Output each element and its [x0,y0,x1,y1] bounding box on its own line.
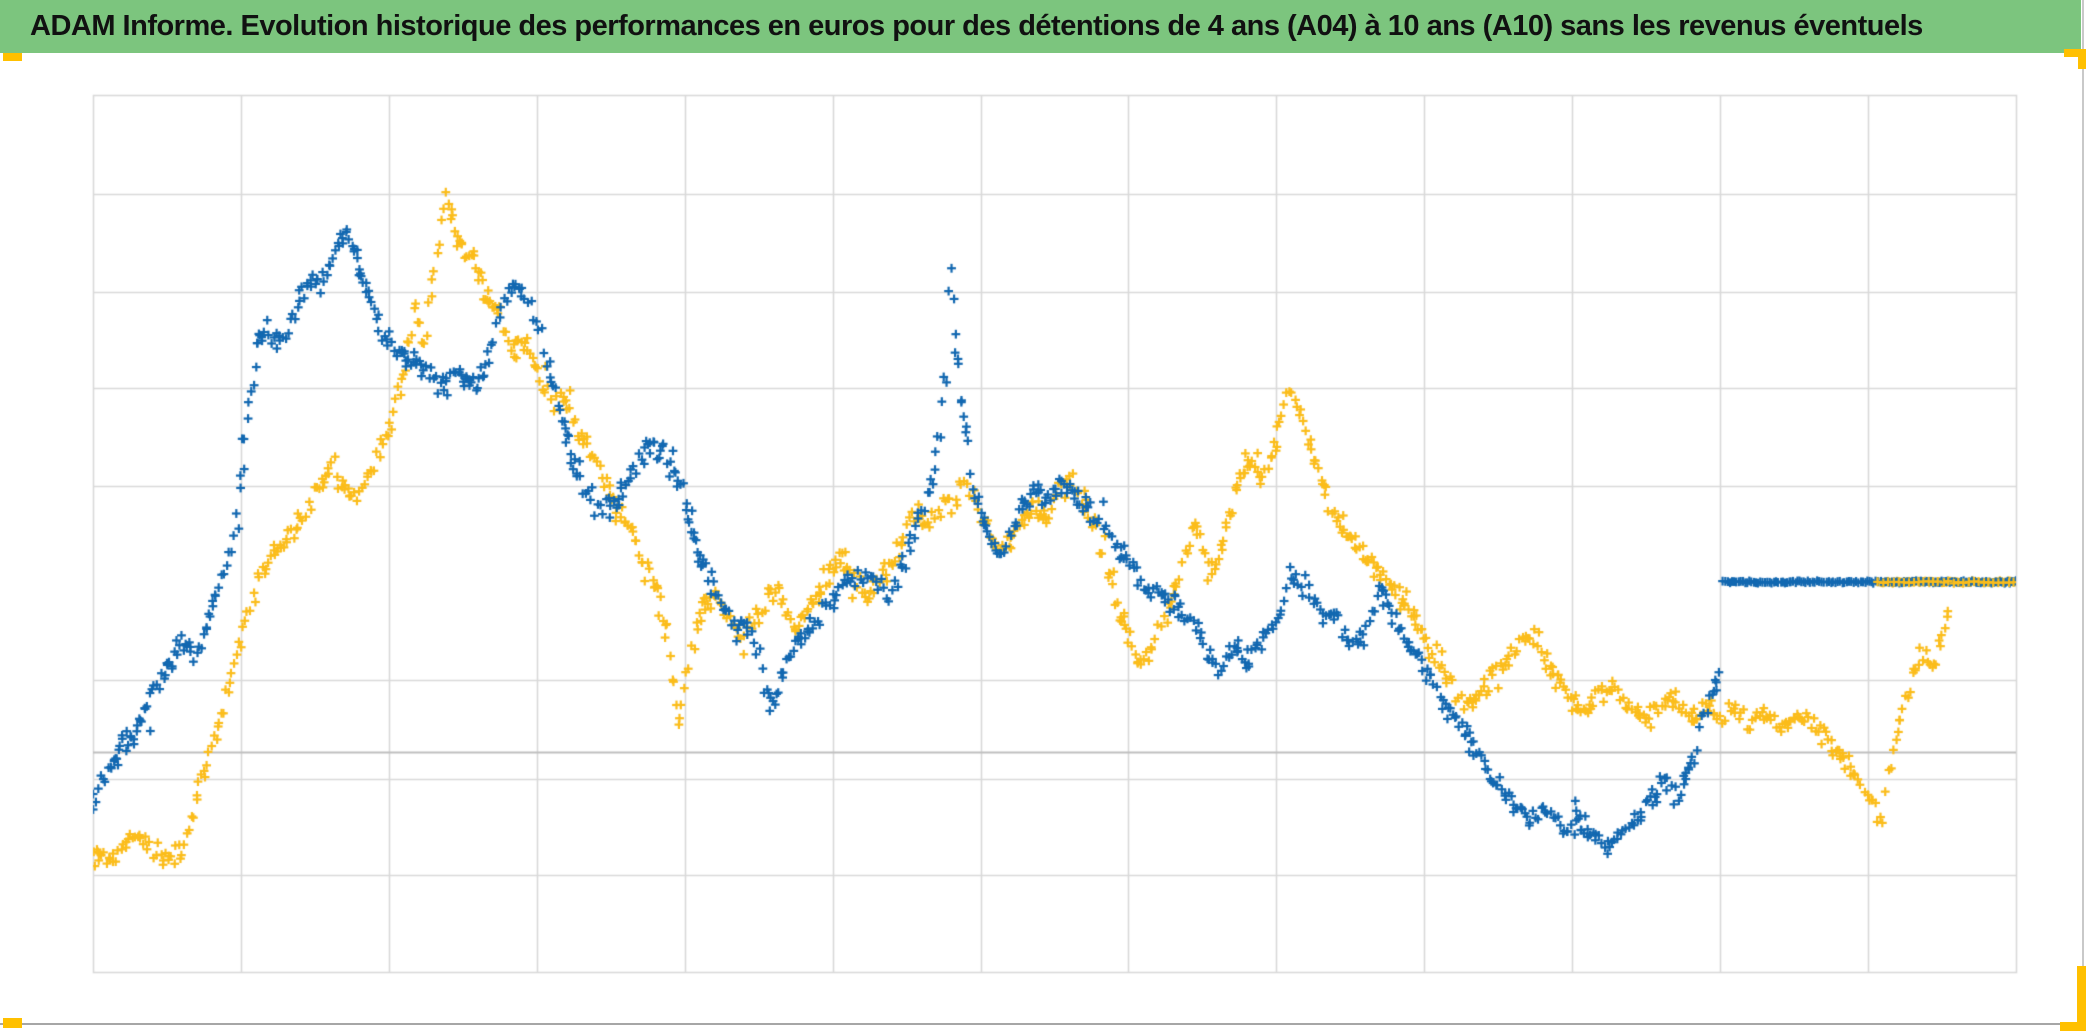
cell-highlight-top-right-horizontal [2064,49,2086,57]
column-border-line [2082,0,2084,1024]
cell-highlight-bottom-left [3,1018,22,1028]
cell-highlight-top-right-vertical [2078,49,2086,69]
row-border-line [0,1023,2086,1025]
report-title: ADAM Informe. Evolution historique des p… [30,10,1923,42]
cell-highlight-top-left [3,53,22,61]
cell-highlight-bottom-right-horizontal [2060,1022,2086,1031]
report-title-bar: ADAM Informe. Evolution historique des p… [0,0,2081,53]
cell-highlight-bottom-right-vertical [2077,966,2086,1031]
